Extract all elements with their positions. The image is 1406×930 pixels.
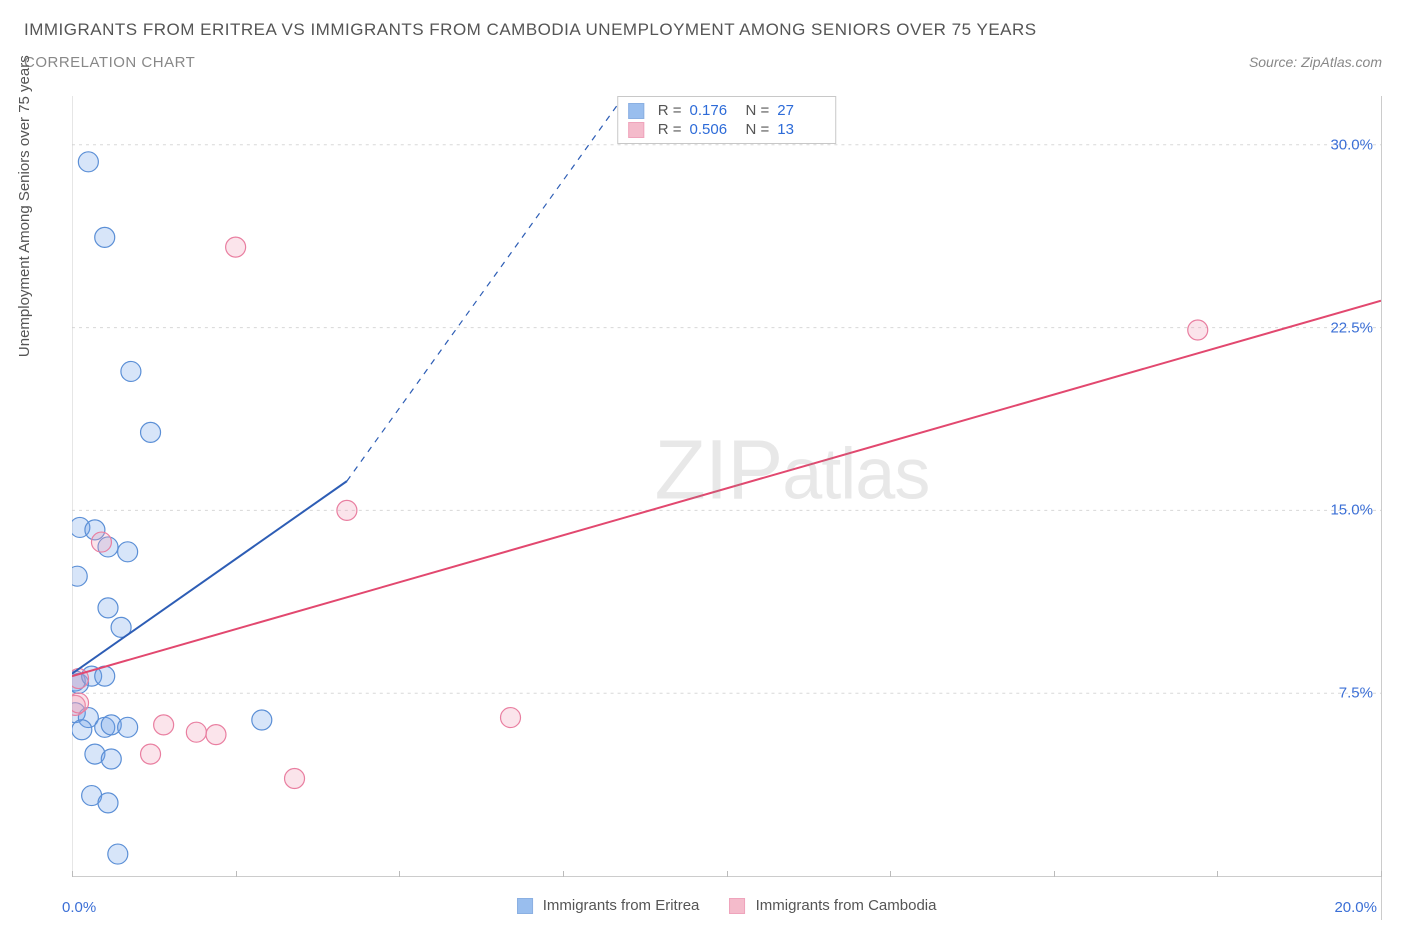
x-tick (1217, 871, 1218, 877)
y-tick-label: 15.0% (1330, 502, 1373, 519)
y-tick-label: 22.5% (1330, 319, 1373, 336)
x-axis: 0.0% 20.0% Immigrants from Eritrea Immig… (72, 876, 1381, 920)
plot-region: ZIPatlas R = 0.176 N = 27 R = 0.506 N = … (72, 96, 1381, 876)
x-tick-label-min: 0.0% (62, 899, 96, 916)
legend-swatch-1 (517, 898, 533, 914)
x-tick (1054, 871, 1055, 877)
source-label: Source: ZipAtlas.com (1249, 54, 1382, 70)
legend-label-2: Immigrants from Cambodia (756, 897, 937, 914)
x-tick (727, 871, 728, 877)
stats-n-label: N = (746, 121, 770, 138)
y-tick-label: 30.0% (1330, 136, 1373, 153)
stats-row-2: R = 0.506 N = 13 (628, 120, 826, 139)
y-tick-label: 7.5% (1339, 685, 1373, 702)
chart-area: Unemployment Among Seniors over 75 years… (24, 96, 1382, 920)
x-tick (890, 871, 891, 877)
stats-swatch-1 (628, 103, 644, 119)
x-tick (399, 871, 400, 877)
stats-n-2: 13 (777, 121, 825, 138)
stats-swatch-2 (628, 122, 644, 138)
stats-n-label: N = (746, 102, 770, 119)
legend-bottom: Immigrants from Eritrea Immigrants from … (517, 897, 937, 914)
scatter-svg (72, 96, 1381, 876)
x-tick-label-max: 20.0% (1334, 899, 1377, 916)
stats-r-1: 0.176 (690, 102, 738, 119)
stats-r-label: R = (658, 102, 682, 119)
x-tick (72, 871, 73, 877)
legend-item-2: Immigrants from Cambodia (729, 897, 936, 914)
subtitle-row: CORRELATION CHART Source: ZipAtlas.com (24, 54, 1382, 71)
legend-label-1: Immigrants from Eritrea (543, 897, 700, 914)
chart-subtitle: CORRELATION CHART (24, 54, 195, 71)
chart-title: IMMIGRANTS FROM ERITREA VS IMMIGRANTS FR… (24, 20, 1382, 40)
stats-legend-box: R = 0.176 N = 27 R = 0.506 N = 13 (617, 96, 837, 144)
legend-item-1: Immigrants from Eritrea (517, 897, 700, 914)
stats-row-1: R = 0.176 N = 27 (628, 101, 826, 120)
chart-header: IMMIGRANTS FROM ERITREA VS IMMIGRANTS FR… (0, 0, 1406, 79)
x-tick (236, 871, 237, 877)
x-tick (563, 871, 564, 877)
x-tick (1381, 871, 1382, 877)
y-axis-label: Unemployment Among Seniors over 75 years (16, 55, 33, 357)
stats-n-1: 27 (777, 102, 825, 119)
legend-swatch-2 (729, 898, 745, 914)
stats-r-label: R = (658, 121, 682, 138)
stats-r-2: 0.506 (690, 121, 738, 138)
